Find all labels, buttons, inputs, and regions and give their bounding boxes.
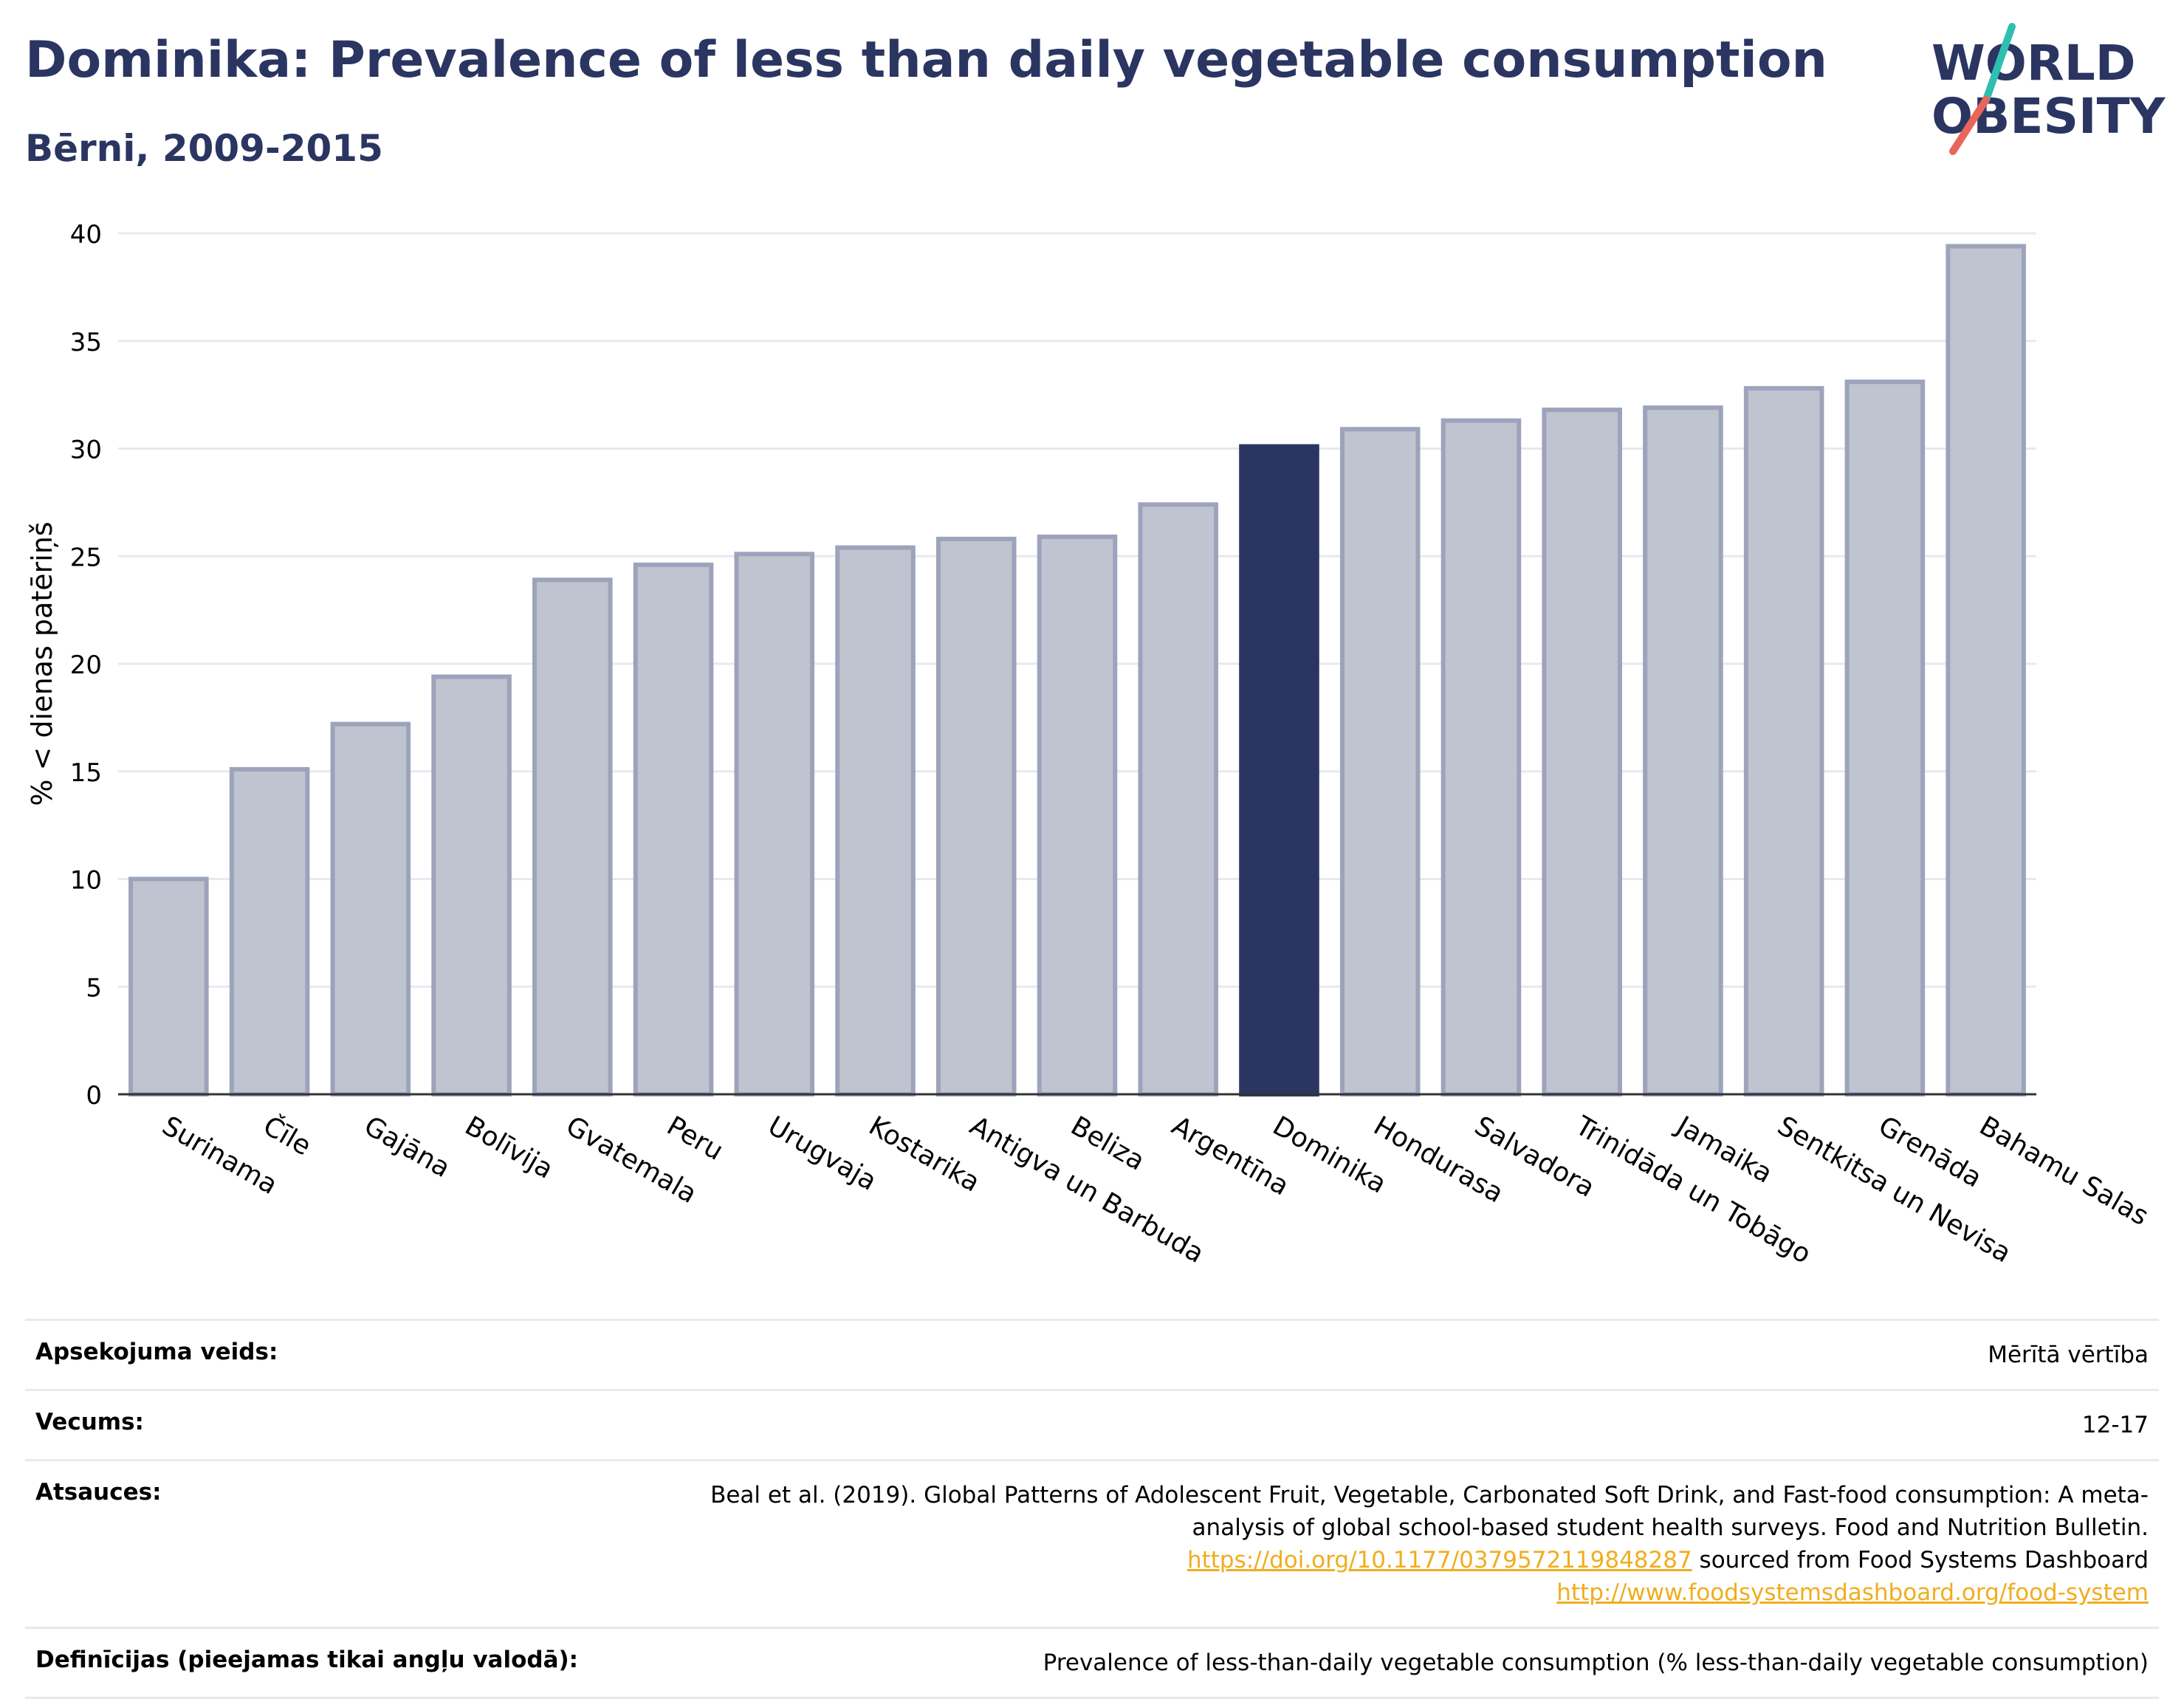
x-tick-label: Čīle: [258, 1110, 316, 1161]
meta-row-references: Atsauces: Beal et al. (2019). Global Pat…: [25, 1459, 2159, 1628]
y-tick-label: 10: [70, 866, 102, 896]
bars: [128, 244, 2026, 1097]
bar-beliza: [1037, 535, 1118, 1096]
x-tick-label: Bolīvija: [460, 1111, 558, 1185]
bar-antigva-un-barbuda: [935, 536, 1017, 1096]
bar-salvadora: [1440, 418, 1522, 1097]
y-tick-label: 30: [70, 436, 102, 465]
world-obesity-logo: WORLD OBESITY: [1931, 23, 2166, 155]
bar-gajāna: [330, 721, 411, 1096]
bar-urugvaja: [734, 552, 815, 1096]
bar-surinama: [128, 876, 209, 1096]
bar-peru: [633, 562, 714, 1097]
bar-hondurasa: [1339, 427, 1421, 1096]
y-tick-label: 25: [70, 543, 102, 572]
x-tick-label: Peru: [662, 1111, 728, 1167]
y-tick-label: 20: [70, 651, 102, 680]
meta-value: 12-17: [700, 1389, 2159, 1461]
x-tick-label: Kostarika: [864, 1111, 985, 1198]
meta-row-survey-type: Apsekojuma veids: Mērītā vērtība: [25, 1319, 2159, 1390]
doi-link[interactable]: https://doi.org/10.1177/0379572119848287: [1187, 1547, 1692, 1573]
bar-kostarika: [835, 545, 916, 1096]
bar-sentkitsa-un-nevisa: [1743, 385, 1824, 1096]
x-tick-label: Surinama: [157, 1111, 283, 1201]
bar-grenāda: [1844, 380, 1926, 1096]
y-tick-label: 40: [70, 220, 102, 250]
y-axis-label: % < dienas patēriņš: [26, 521, 58, 806]
y-axis-ticks: 0 5 10 15 20 25 30 35 40: [70, 220, 102, 1111]
logo-line1: WORLD: [1931, 35, 2136, 92]
bar-jamaika: [1643, 405, 1723, 1096]
bar-trinidāda-un-tobāgo: [1542, 408, 1622, 1096]
meta-row-age: Vecums: 12-17: [25, 1389, 2159, 1461]
bar-bolīvija: [431, 674, 512, 1096]
reference-source-text: sourced from Food Systems Dashboard: [1699, 1547, 2149, 1573]
x-tick-label: Urugvaja: [763, 1111, 882, 1197]
chart-subtitle: Bērni, 2009-2015: [25, 127, 383, 170]
bar-čīle: [229, 766, 310, 1097]
metadata-table: Apsekojuma veids: Mērītā vērtība Vecums:…: [25, 1319, 2159, 1699]
reference-text: Beal et al. (2019). Global Patterns of A…: [710, 1482, 2149, 1541]
x-tick-label: Bahamu Salas: [1974, 1111, 2154, 1232]
logo-line2: OBESITY: [1931, 88, 2166, 145]
meta-label: Vecums:: [25, 1389, 700, 1461]
meta-row-definitions: Definīcijas (pieejamas tikai angļu valod…: [25, 1627, 2159, 1699]
x-tick-label: Gajāna: [359, 1111, 455, 1184]
meta-label: Definīcijas (pieejamas tikai angļu valod…: [25, 1627, 700, 1699]
meta-value: Prevalence of less-than-daily vegetable …: [700, 1627, 2159, 1699]
bar-bahamu-salas: [1946, 244, 2026, 1097]
meta-reference: Beal et al. (2019). Global Patterns of A…: [700, 1459, 2159, 1628]
y-tick-label: 5: [86, 973, 102, 1003]
y-tick-label: 35: [70, 328, 102, 357]
bar-dominika: [1239, 444, 1319, 1096]
dashboard-link[interactable]: http://www.foodsystemsdashboard.org/food…: [1556, 1579, 2149, 1606]
chart-title: Dominika: Prevalence of less than daily …: [25, 31, 1827, 89]
meta-label: Apsekojuma veids:: [25, 1319, 700, 1390]
y-tick-label: 0: [86, 1081, 102, 1111]
bar-argentīna: [1138, 502, 1219, 1097]
bar-gvatemala: [532, 577, 613, 1096]
meta-value: Mērītā vērtība: [700, 1319, 2159, 1390]
y-tick-label: 15: [70, 758, 102, 788]
meta-label: Atsauces:: [25, 1459, 700, 1628]
